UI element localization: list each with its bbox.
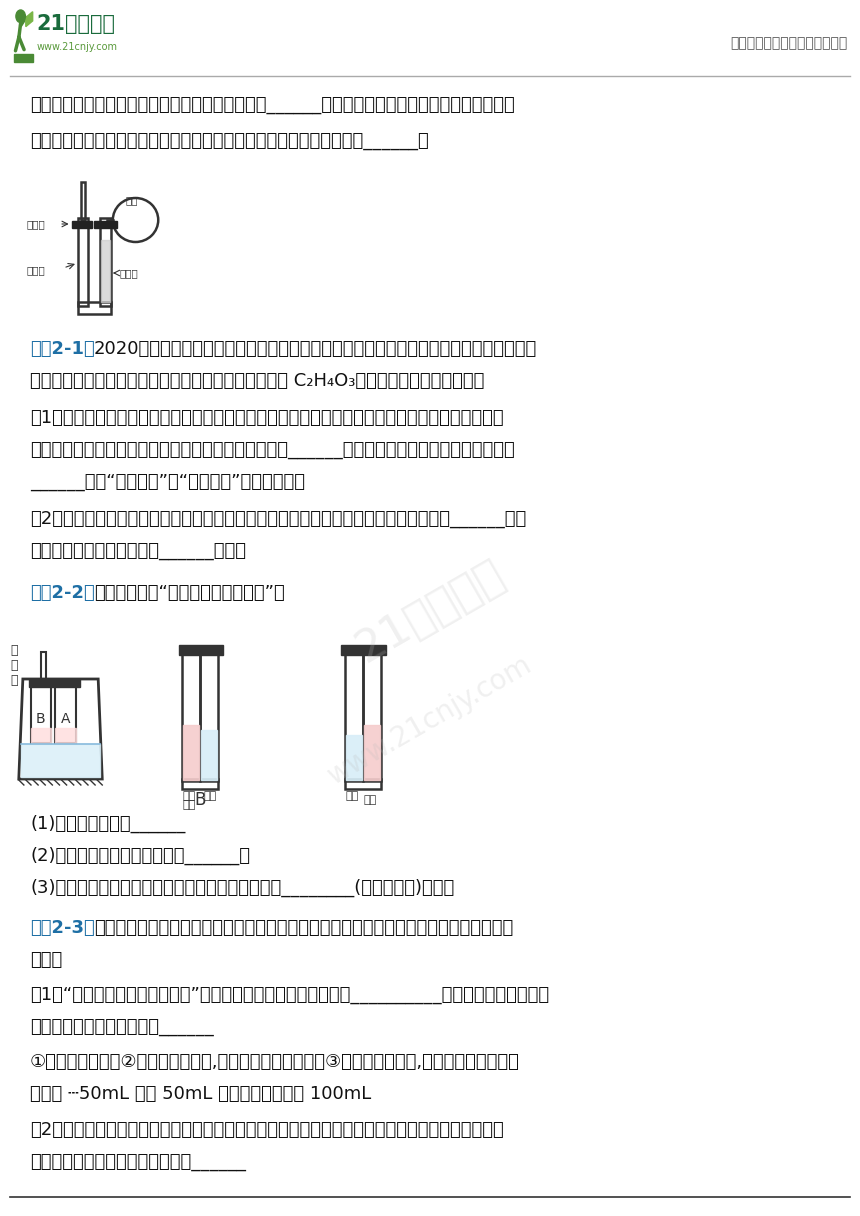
- Bar: [179, 644, 224, 655]
- Bar: [55, 728, 76, 743]
- Text: 中飞舞 ┄50mL 水和 50mL 酒精混合体积小于 100mL: 中飞舞 ┄50mL 水和 50mL 酒精混合体积小于 100mL: [30, 1085, 372, 1103]
- Text: www.21cnjy.com: www.21cnjy.com: [323, 651, 537, 790]
- Text: 中小学教育资源及组卷应用平台: 中小学教育资源及组卷应用平台: [730, 36, 847, 51]
- Bar: [181, 653, 200, 781]
- Bar: [77, 302, 111, 314]
- Bar: [71, 221, 92, 229]
- Text: 试管中滴加浓氨水，可观察到滤纸条的颜色变化是______；若先在小试管中加入氧化钙固体，再进: 试管中滴加浓氨水，可观察到滤纸条的颜色变化是______；若先在小试管中加入氧化…: [30, 96, 515, 114]
- Bar: [31, 728, 52, 743]
- Text: 2020年，新冠肺炎肆虚，许多场所均采用消毒液进行消杀，阻断了病毒传播。在预防新型: 2020年，新冠肺炎肆虚，许多场所均采用消毒液进行消杀，阻断了病毒传播。在预防新…: [94, 340, 538, 358]
- Text: (1)观察到的现象是______: (1)观察到的现象是______: [30, 815, 186, 833]
- Text: 氨水: 氨水: [346, 790, 359, 801]
- Text: (2)从微观的角度得到的结论是______。: (2)从微观的角度得到的结论是______。: [30, 848, 250, 866]
- Text: （1）“遥知不是雪，为有暗香来”这句诗说明分子哪一基本性质？__________，下列哪些事实可以用: （1）“遥知不是雪，为有暗香来”这句诗说明分子哪一基本性质？__________…: [30, 986, 550, 1004]
- Bar: [181, 779, 218, 789]
- Text: 21世纪教育: 21世纪教育: [36, 15, 115, 34]
- Text: 问题：: 问题：: [30, 951, 62, 969]
- Bar: [101, 240, 110, 302]
- Bar: [341, 644, 386, 655]
- Bar: [14, 55, 33, 62]
- Text: 小试管: 小试管: [26, 265, 45, 275]
- Text: （2）医用双氧水的主要成分是过氧化氢，常温放置时会产生少量的无色气泡，该气泡是______，该: （2）医用双氧水的主要成分是过氧化氢，常温放置时会产生少量的无色气泡，该气泡是_…: [30, 510, 526, 528]
- Circle shape: [15, 10, 26, 23]
- Text: 氨水: 氨水: [203, 790, 216, 801]
- Bar: [364, 725, 380, 779]
- Text: 行上述实验操作，则能更快观察到滤纸条有相同的变化，可能的原因是______。: 行上述实验操作，则能更快观察到滤纸条有相同的变化，可能的原因是______。: [30, 133, 429, 150]
- Text: 酟酸: 酟酸: [182, 790, 196, 801]
- Text: 如下图所示，“分子运动现象的实验”：: 如下图所示，“分子运动现象的实验”：: [94, 584, 285, 602]
- Bar: [200, 653, 218, 781]
- Bar: [363, 653, 381, 781]
- Bar: [81, 182, 85, 220]
- Text: （2）为证明这个性质，小明设计了如图装置进行实验，打开右端弹簧夹，捣捽装有浓氨水的滴管，: （2）为证明这个性质，小明设计了如图装置进行实验，打开右端弹簧夹，捣捽装有浓氨水…: [30, 1121, 504, 1139]
- Bar: [182, 725, 199, 779]
- Text: B: B: [194, 790, 206, 809]
- Bar: [345, 779, 381, 789]
- Text: 冠状病毒肺炎的过程中，常会用到过氧乙酸（化学式为 C₂H₄O₃）与双氧水进行杀菌消毒。: 冠状病毒肺炎的过程中，常会用到过氧乙酸（化学式为 C₂H₄O₃）与双氧水进行杀菌…: [30, 372, 484, 390]
- Text: 此性质解释，请选出序号：______: 此性质解释，请选出序号：______: [30, 1018, 214, 1036]
- Text: www.21cnjy.com: www.21cnjy.com: [36, 41, 117, 51]
- Text: 气球: 气球: [126, 195, 138, 206]
- Text: 水: 水: [10, 674, 18, 687]
- Text: B: B: [36, 713, 46, 726]
- Bar: [95, 221, 117, 229]
- Bar: [29, 679, 80, 687]
- Text: 浓: 浓: [10, 644, 18, 657]
- Bar: [345, 653, 363, 781]
- Text: 滤纸条: 滤纸条: [119, 268, 138, 278]
- Text: （1）过氧乙酸是一种被广泛使用的高效消毒剂，它无色且具有辛辣味，具有强氧化性。从微观的角: （1）过氧乙酸是一种被广泛使用的高效消毒剂，它无色且具有辛辣味，具有强氧化性。从…: [30, 409, 504, 427]
- Text: 氨: 氨: [10, 659, 18, 672]
- Bar: [101, 218, 111, 306]
- Text: 度分析喷洒过过氧乙酸的场所能够闻到辛辣味的原因是______。过氧乙酸在消毒时，主要是利用其: 度分析喷洒过过氧乙酸的场所能够闻到辛辣味的原因是______。过氧乙酸在消毒时，…: [30, 441, 515, 458]
- Text: 止水夹: 止水夹: [26, 219, 45, 229]
- Text: 溶液: 溶液: [182, 800, 196, 810]
- Bar: [31, 685, 52, 743]
- Bar: [41, 652, 46, 680]
- Polygon shape: [26, 12, 33, 27]
- Bar: [201, 730, 218, 779]
- Text: ①酒香不怕巷子深②衣柜中的樟脑球,过一段时间后体积变小③打扫教室地面时,在阳光下看到灰尘空: ①酒香不怕巷子深②衣柜中的樟脑球,过一段时间后体积变小③打扫教室地面时,在阳光下…: [30, 1053, 520, 1071]
- Text: 反应属于基本反应类型中的______反应。: 反应属于基本反应类型中的______反应。: [30, 542, 246, 561]
- Text: A: A: [60, 713, 70, 726]
- Text: 使棉花团湿润，滤纸条上的现象为______: 使棉花团湿润，滤纸条上的现象为______: [30, 1153, 246, 1171]
- Text: 我们学习了《物质的奥秘》这一章节，宏观现象可以从微观的角度进行探析，请回答下列: 我们学习了《物质的奥秘》这一章节，宏观现象可以从微观的角度进行探析，请回答下列: [94, 919, 513, 938]
- Text: 【厘2-2】: 【厘2-2】: [30, 584, 95, 602]
- Text: 21世纪教育: 21世纪教育: [348, 552, 512, 670]
- Text: ______（填“化学性质”或“物理性质”）进行杀菌。: ______（填“化学性质”或“物理性质”）进行杀菌。: [30, 473, 305, 491]
- Text: 酟酸: 酟酸: [364, 795, 378, 805]
- Text: 【厘2-1】: 【厘2-1】: [30, 340, 95, 358]
- Bar: [55, 685, 76, 743]
- Text: 【厘2-3】: 【厘2-3】: [30, 919, 95, 938]
- Bar: [346, 734, 362, 779]
- Text: (3)氨水能使酟酸变色是因为氨水呈碱性，碱性属于________(物理或化学)性质。: (3)氨水能使酟酸变色是因为氨水呈碱性，碱性属于________(物理或化学)性…: [30, 879, 454, 897]
- Bar: [77, 218, 88, 306]
